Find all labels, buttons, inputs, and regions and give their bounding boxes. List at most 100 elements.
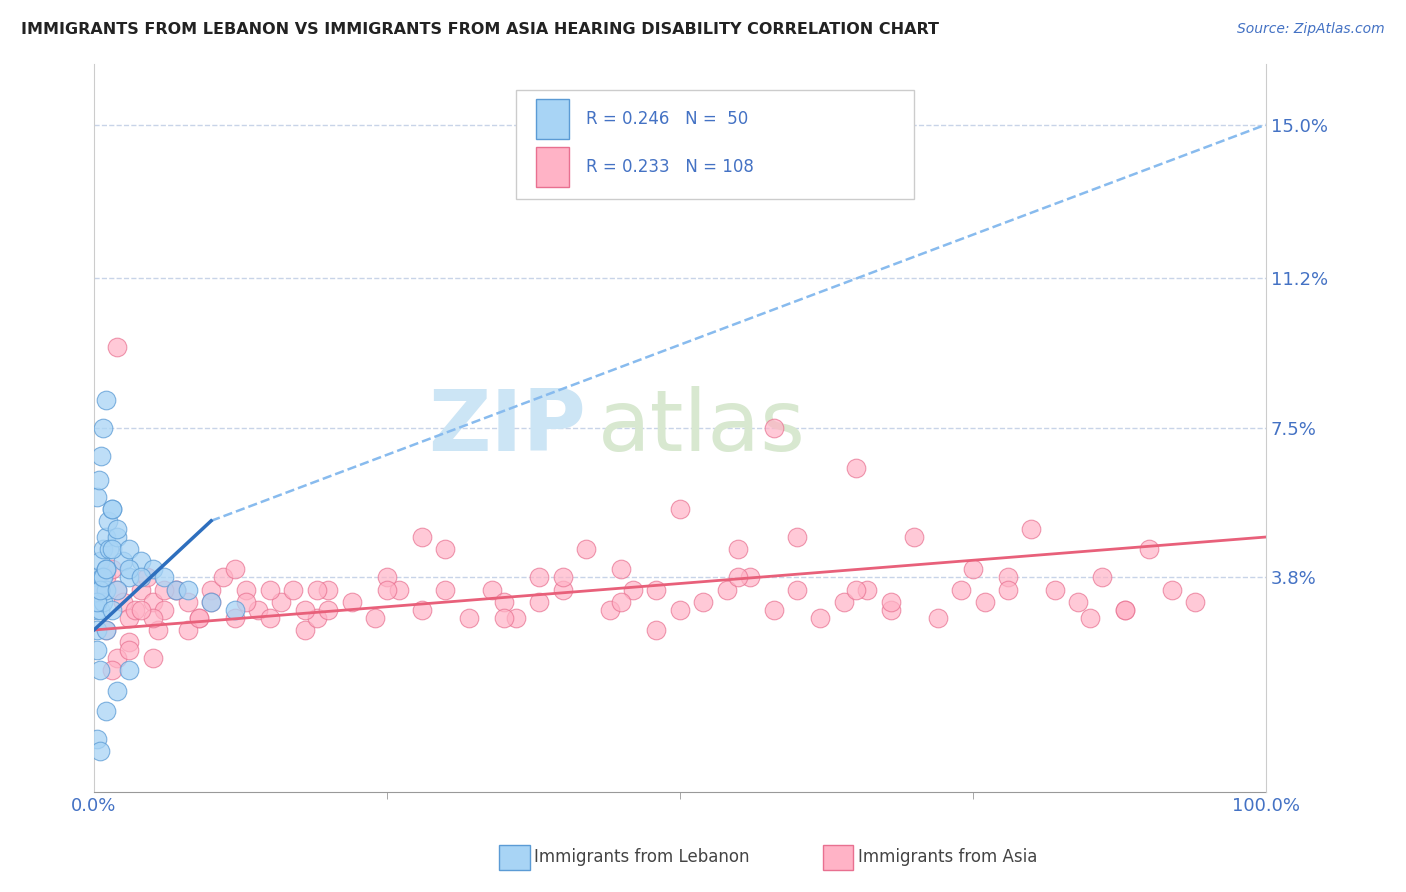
Text: Immigrants from Lebanon: Immigrants from Lebanon [534, 848, 749, 866]
Point [762, 421, 785, 435]
Point [716, 582, 738, 597]
Point [141, 595, 163, 609]
Point [165, 582, 187, 597]
Point [94, 562, 117, 576]
Point [105, 582, 128, 597]
Point [89, 603, 111, 617]
Point [434, 582, 457, 597]
Point [551, 582, 574, 597]
Point [375, 582, 398, 597]
Point [494, 611, 516, 625]
Point [973, 595, 995, 609]
Point [118, 570, 141, 584]
Point [94, 623, 117, 637]
Point [458, 611, 481, 625]
Point [148, 623, 170, 637]
Point [105, 582, 128, 597]
Point [118, 664, 141, 678]
Point [112, 595, 135, 609]
Point [86, 490, 108, 504]
Point [411, 603, 433, 617]
Point [845, 461, 868, 475]
Point [105, 522, 128, 536]
Point [118, 562, 141, 576]
Point [200, 595, 222, 609]
Point [141, 611, 163, 625]
Point [880, 603, 903, 617]
Point [235, 595, 257, 609]
Point [387, 582, 409, 597]
Point [692, 595, 714, 609]
Point [153, 570, 176, 584]
Point [176, 623, 198, 637]
Point [610, 562, 633, 576]
Point [124, 603, 146, 617]
Point [89, 582, 111, 597]
FancyBboxPatch shape [536, 147, 568, 187]
Point [529, 595, 551, 609]
Point [305, 582, 328, 597]
FancyBboxPatch shape [516, 89, 914, 199]
Point [364, 611, 387, 625]
Point [259, 611, 281, 625]
Point [97, 514, 120, 528]
Point [91, 595, 114, 609]
Point [118, 542, 141, 557]
Point [100, 562, 122, 576]
Point [94, 530, 117, 544]
Point [90, 449, 112, 463]
Point [316, 603, 339, 617]
Point [740, 570, 762, 584]
Text: R = 0.246   N =  50: R = 0.246 N = 50 [586, 110, 748, 128]
Point [281, 582, 304, 597]
Point [529, 570, 551, 584]
Point [89, 582, 111, 597]
Point [153, 603, 176, 617]
Point [880, 595, 903, 609]
Point [645, 582, 668, 597]
Point [599, 603, 621, 617]
Point [786, 530, 808, 544]
Point [494, 595, 516, 609]
Point [1184, 595, 1206, 609]
Point [997, 570, 1019, 584]
Point [246, 603, 269, 617]
Point [89, 664, 111, 678]
Point [129, 554, 152, 568]
Point [176, 582, 198, 597]
Point [86, 732, 108, 747]
Point [105, 530, 128, 544]
Point [165, 582, 187, 597]
Point [845, 582, 868, 597]
Point [610, 595, 633, 609]
Text: atlas: atlas [598, 386, 806, 469]
Point [86, 643, 108, 657]
Point [305, 611, 328, 625]
Point [100, 664, 122, 678]
Point [551, 570, 574, 584]
Point [224, 611, 246, 625]
Point [832, 595, 855, 609]
Point [188, 611, 211, 625]
Point [294, 603, 316, 617]
Point [997, 582, 1019, 597]
Point [165, 582, 187, 597]
Point [94, 623, 117, 637]
Point [950, 582, 973, 597]
Point [762, 603, 785, 617]
Point [211, 570, 233, 584]
Point [1067, 595, 1090, 609]
Point [575, 542, 598, 557]
Point [188, 611, 211, 625]
Point [727, 570, 749, 584]
Point [118, 611, 141, 625]
Point [105, 340, 128, 354]
Point [153, 582, 176, 597]
Point [224, 562, 246, 576]
Point [118, 635, 141, 649]
Point [645, 623, 668, 637]
Point [105, 683, 128, 698]
Text: IMMIGRANTS FROM LEBANON VS IMMIGRANTS FROM ASIA HEARING DISABILITY CORRELATION C: IMMIGRANTS FROM LEBANON VS IMMIGRANTS FR… [21, 22, 939, 37]
Point [621, 582, 644, 597]
Point [86, 623, 108, 637]
